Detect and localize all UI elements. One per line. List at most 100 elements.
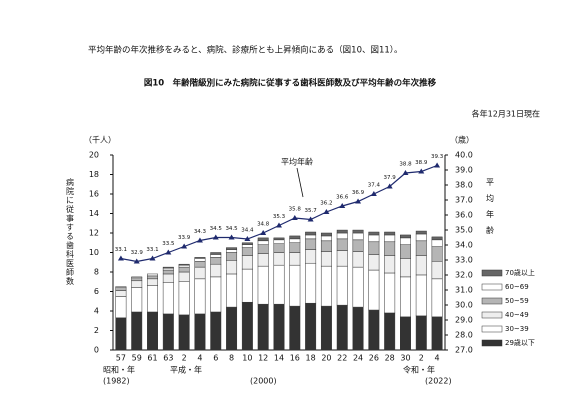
x-tick-label: 6: [213, 354, 218, 363]
bar-segment: [178, 264, 190, 268]
bar-segment: [352, 306, 364, 351]
bar-segment: [273, 303, 285, 351]
bar-segment: [194, 278, 206, 315]
bar-segment: [336, 238, 348, 251]
bar-segment: [210, 311, 222, 351]
y2-tick-label: 30.0: [455, 301, 473, 310]
bar-segment: [257, 244, 269, 254]
x-tick-label: 24: [353, 354, 363, 363]
y2-tick-label: 33.0: [455, 256, 473, 265]
legend-label: 40~49: [505, 311, 529, 319]
bar-segment: [257, 253, 269, 267]
y-tick-label: 20: [89, 151, 99, 160]
y2-unit: （歳）: [450, 135, 474, 145]
bar-segment: [178, 271, 190, 282]
bar-segment: [210, 257, 222, 265]
bar-segment: [320, 305, 332, 351]
bar-segment: [289, 264, 301, 307]
y-axis-label: 病院に従事する歯科医師数: [66, 177, 75, 286]
bar-segment: [289, 235, 301, 240]
data-label: 37.9: [384, 175, 397, 181]
x-tick-label: 59: [132, 354, 142, 363]
legend-label: 60~69: [505, 283, 529, 291]
legend-swatch: [481, 283, 503, 291]
line-marker: [418, 168, 425, 174]
y2-tick-label: 34.0: [455, 241, 473, 250]
bar-segment: [162, 282, 174, 315]
bar-segment: [210, 252, 222, 255]
bar-segment: [289, 252, 301, 266]
bar-segment: [226, 247, 238, 250]
bar-segment: [194, 313, 206, 351]
bar-segment: [194, 257, 206, 259]
data-label: 33.1: [146, 247, 158, 253]
bar-segment: [336, 304, 348, 351]
bar-segment: [336, 265, 348, 306]
line-marker: [244, 236, 251, 241]
bar-segment: [305, 238, 317, 250]
legend-swatch: [481, 339, 503, 347]
bar-segment: [226, 273, 238, 308]
line-marker: [434, 162, 441, 168]
line-marker: [181, 243, 188, 249]
bar-segment: [431, 239, 443, 247]
bar-segment: [320, 235, 332, 242]
bar-segment: [210, 276, 222, 313]
bar-segment: [431, 278, 443, 318]
bar-segment: [415, 255, 427, 276]
y-tick-label: 12: [89, 229, 99, 238]
line-marker: [402, 170, 409, 175]
bar-segment: [273, 243, 285, 253]
x-tick-label: 4: [435, 354, 440, 363]
bar-segment: [178, 281, 190, 316]
era-label: (2000): [250, 377, 277, 386]
x-tick-label: 28: [385, 354, 395, 363]
line-marker: [196, 237, 203, 243]
era-label: (1982): [103, 377, 130, 386]
bar-segment: [320, 240, 332, 252]
bar-segment: [368, 234, 380, 243]
annotation: 平均年齢: [281, 157, 313, 167]
annotation-arrow: [296, 167, 304, 198]
line-marker: [165, 249, 172, 255]
y2-tick-label: 27.0: [455, 346, 473, 355]
bar-segment: [210, 254, 222, 258]
y2-tick-label: 29.0: [455, 316, 473, 325]
bar-segment: [115, 317, 127, 351]
x-tick-label: 14: [274, 354, 284, 363]
bar-segment: [194, 261, 206, 268]
bar-segment: [162, 266, 174, 269]
x-tick-label: 20: [321, 354, 331, 363]
y2-tick-label: 38.0: [455, 181, 473, 190]
x-tick-label: 22: [337, 354, 347, 363]
line-marker: [386, 183, 393, 189]
bar-segment: [147, 278, 158, 286]
bar-segment: [162, 267, 174, 271]
bar-segment: [147, 275, 158, 280]
bar-segment: [384, 234, 396, 243]
bar-segment: [178, 314, 190, 351]
bar-segment: [162, 269, 174, 275]
data-label: 39.3: [431, 154, 444, 160]
legend-label: 30~39: [505, 325, 529, 333]
bar-segment: [273, 239, 285, 244]
data-label: 35.3: [273, 214, 286, 220]
bar-segment: [257, 237, 269, 242]
y2-tick-label: 39.0: [455, 166, 473, 175]
bar-segment: [400, 237, 411, 245]
bar-segment: [226, 306, 238, 351]
bar-segment: [115, 286, 127, 288]
bar-segment: [415, 315, 427, 351]
x-tick-label: 2: [182, 354, 187, 363]
bar-segment: [241, 244, 253, 248]
bar-segment: [352, 251, 364, 268]
line-marker: [260, 230, 267, 235]
legend-swatch: [481, 311, 503, 319]
bar-segment: [384, 272, 396, 314]
x-tick-label: 61: [147, 354, 157, 363]
bar-segment: [241, 255, 253, 270]
bar-segment: [257, 303, 269, 351]
bar-segment: [305, 231, 317, 236]
data-label: 34.8: [257, 222, 270, 228]
